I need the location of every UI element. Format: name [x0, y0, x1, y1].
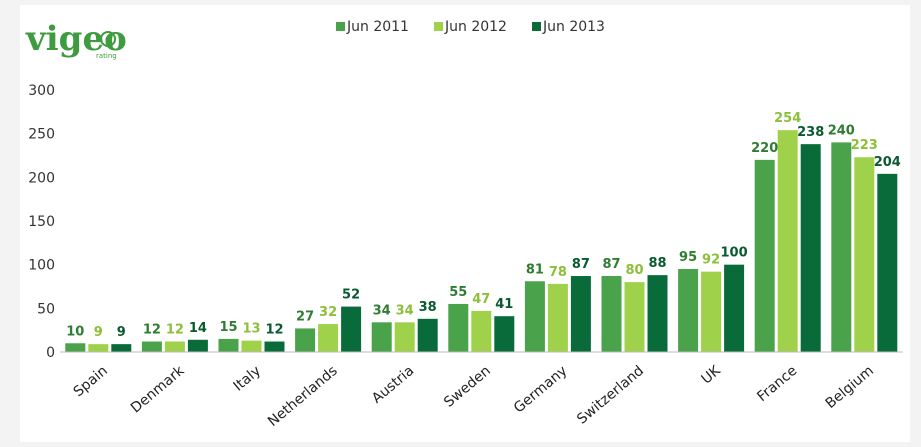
logo-dot-icon [105, 36, 111, 42]
logo-subtext: rating [96, 52, 117, 60]
bar [777, 130, 798, 352]
bar [754, 159, 775, 352]
y-tick-label: 0 [46, 345, 55, 361]
bar [601, 276, 622, 352]
data-label: 204 [874, 155, 901, 170]
data-label: 80 [625, 263, 643, 278]
bar [318, 324, 339, 352]
data-label: 41 [495, 297, 513, 312]
bars [65, 130, 898, 352]
bar [164, 341, 185, 352]
bar [570, 276, 591, 352]
bar [88, 344, 109, 352]
data-label: 32 [319, 305, 337, 320]
data-label: 47 [472, 292, 490, 307]
value-labels: 10 9 9 12 12 14 15 13 12 27 32 52 34 34 38 55 47 41 81 78 87… [66, 111, 901, 340]
data-label: 240 [828, 123, 855, 138]
data-label: 27 [296, 309, 314, 324]
bar [647, 275, 668, 352]
bar [341, 306, 362, 352]
bar [65, 343, 86, 352]
data-label: 78 [549, 265, 567, 280]
bar [141, 341, 162, 352]
y-tick-label: 250 [28, 127, 55, 143]
data-label: 88 [648, 256, 666, 271]
bar [264, 341, 285, 352]
y-axis: 0 50 100 150 200 250 300 [28, 83, 55, 361]
bar [241, 340, 262, 352]
bar [524, 281, 545, 352]
bar [831, 142, 852, 352]
legend-swatch [336, 22, 345, 31]
data-label: 12 [265, 323, 283, 338]
data-label: 9 [117, 325, 126, 340]
bar [417, 318, 438, 352]
bar [724, 264, 745, 352]
bar [295, 328, 316, 352]
legend-label: Jun 2011 [346, 19, 409, 35]
data-label: 15 [219, 320, 237, 335]
data-label: 81 [526, 262, 544, 277]
bar [394, 322, 415, 352]
y-tick-label: 50 [37, 301, 55, 317]
bar [187, 339, 208, 352]
data-label: 34 [396, 303, 414, 318]
bar [218, 338, 239, 352]
data-label: 52 [342, 288, 360, 303]
data-label: 38 [419, 300, 437, 315]
legend-swatch [434, 22, 443, 31]
data-label: 13 [242, 322, 260, 337]
data-label: 55 [449, 285, 467, 300]
legend-swatch [532, 22, 541, 31]
bar [877, 173, 898, 352]
data-label: 12 [143, 323, 161, 338]
bar [494, 316, 515, 352]
data-label: 9 [94, 325, 103, 340]
data-label: 92 [702, 253, 720, 268]
logo-ring-icon [100, 31, 116, 47]
vigeo-logo: vigeo rating [25, 19, 127, 60]
data-label: 14 [189, 321, 207, 336]
y-tick-label: 100 [28, 258, 55, 274]
data-label: 254 [774, 111, 801, 126]
bar [800, 144, 821, 352]
data-label: 87 [572, 257, 590, 272]
bar [547, 283, 568, 352]
y-tick-label: 200 [28, 170, 55, 186]
data-label: 87 [602, 257, 620, 272]
bar [371, 322, 392, 352]
bar [854, 157, 875, 352]
data-label: 12 [166, 323, 184, 338]
y-tick-label: 300 [28, 83, 55, 99]
data-label: 220 [751, 141, 778, 156]
bar [624, 282, 645, 352]
legend-label: Jun 2012 [444, 19, 507, 35]
bar [678, 269, 699, 352]
data-label: 95 [679, 250, 697, 265]
data-label: 100 [721, 246, 748, 261]
data-label: 223 [851, 138, 878, 153]
data-label: 34 [373, 303, 391, 318]
y-tick-label: 150 [28, 214, 55, 230]
bar [701, 271, 722, 352]
legend-label: Jun 2013 [542, 19, 605, 35]
data-label: 238 [797, 125, 824, 140]
legend: Jun 2011 Jun 2012 Jun 2013 [336, 19, 605, 35]
bar [471, 310, 492, 352]
bar [111, 344, 132, 352]
bar [448, 303, 469, 352]
data-label: 10 [66, 324, 84, 339]
